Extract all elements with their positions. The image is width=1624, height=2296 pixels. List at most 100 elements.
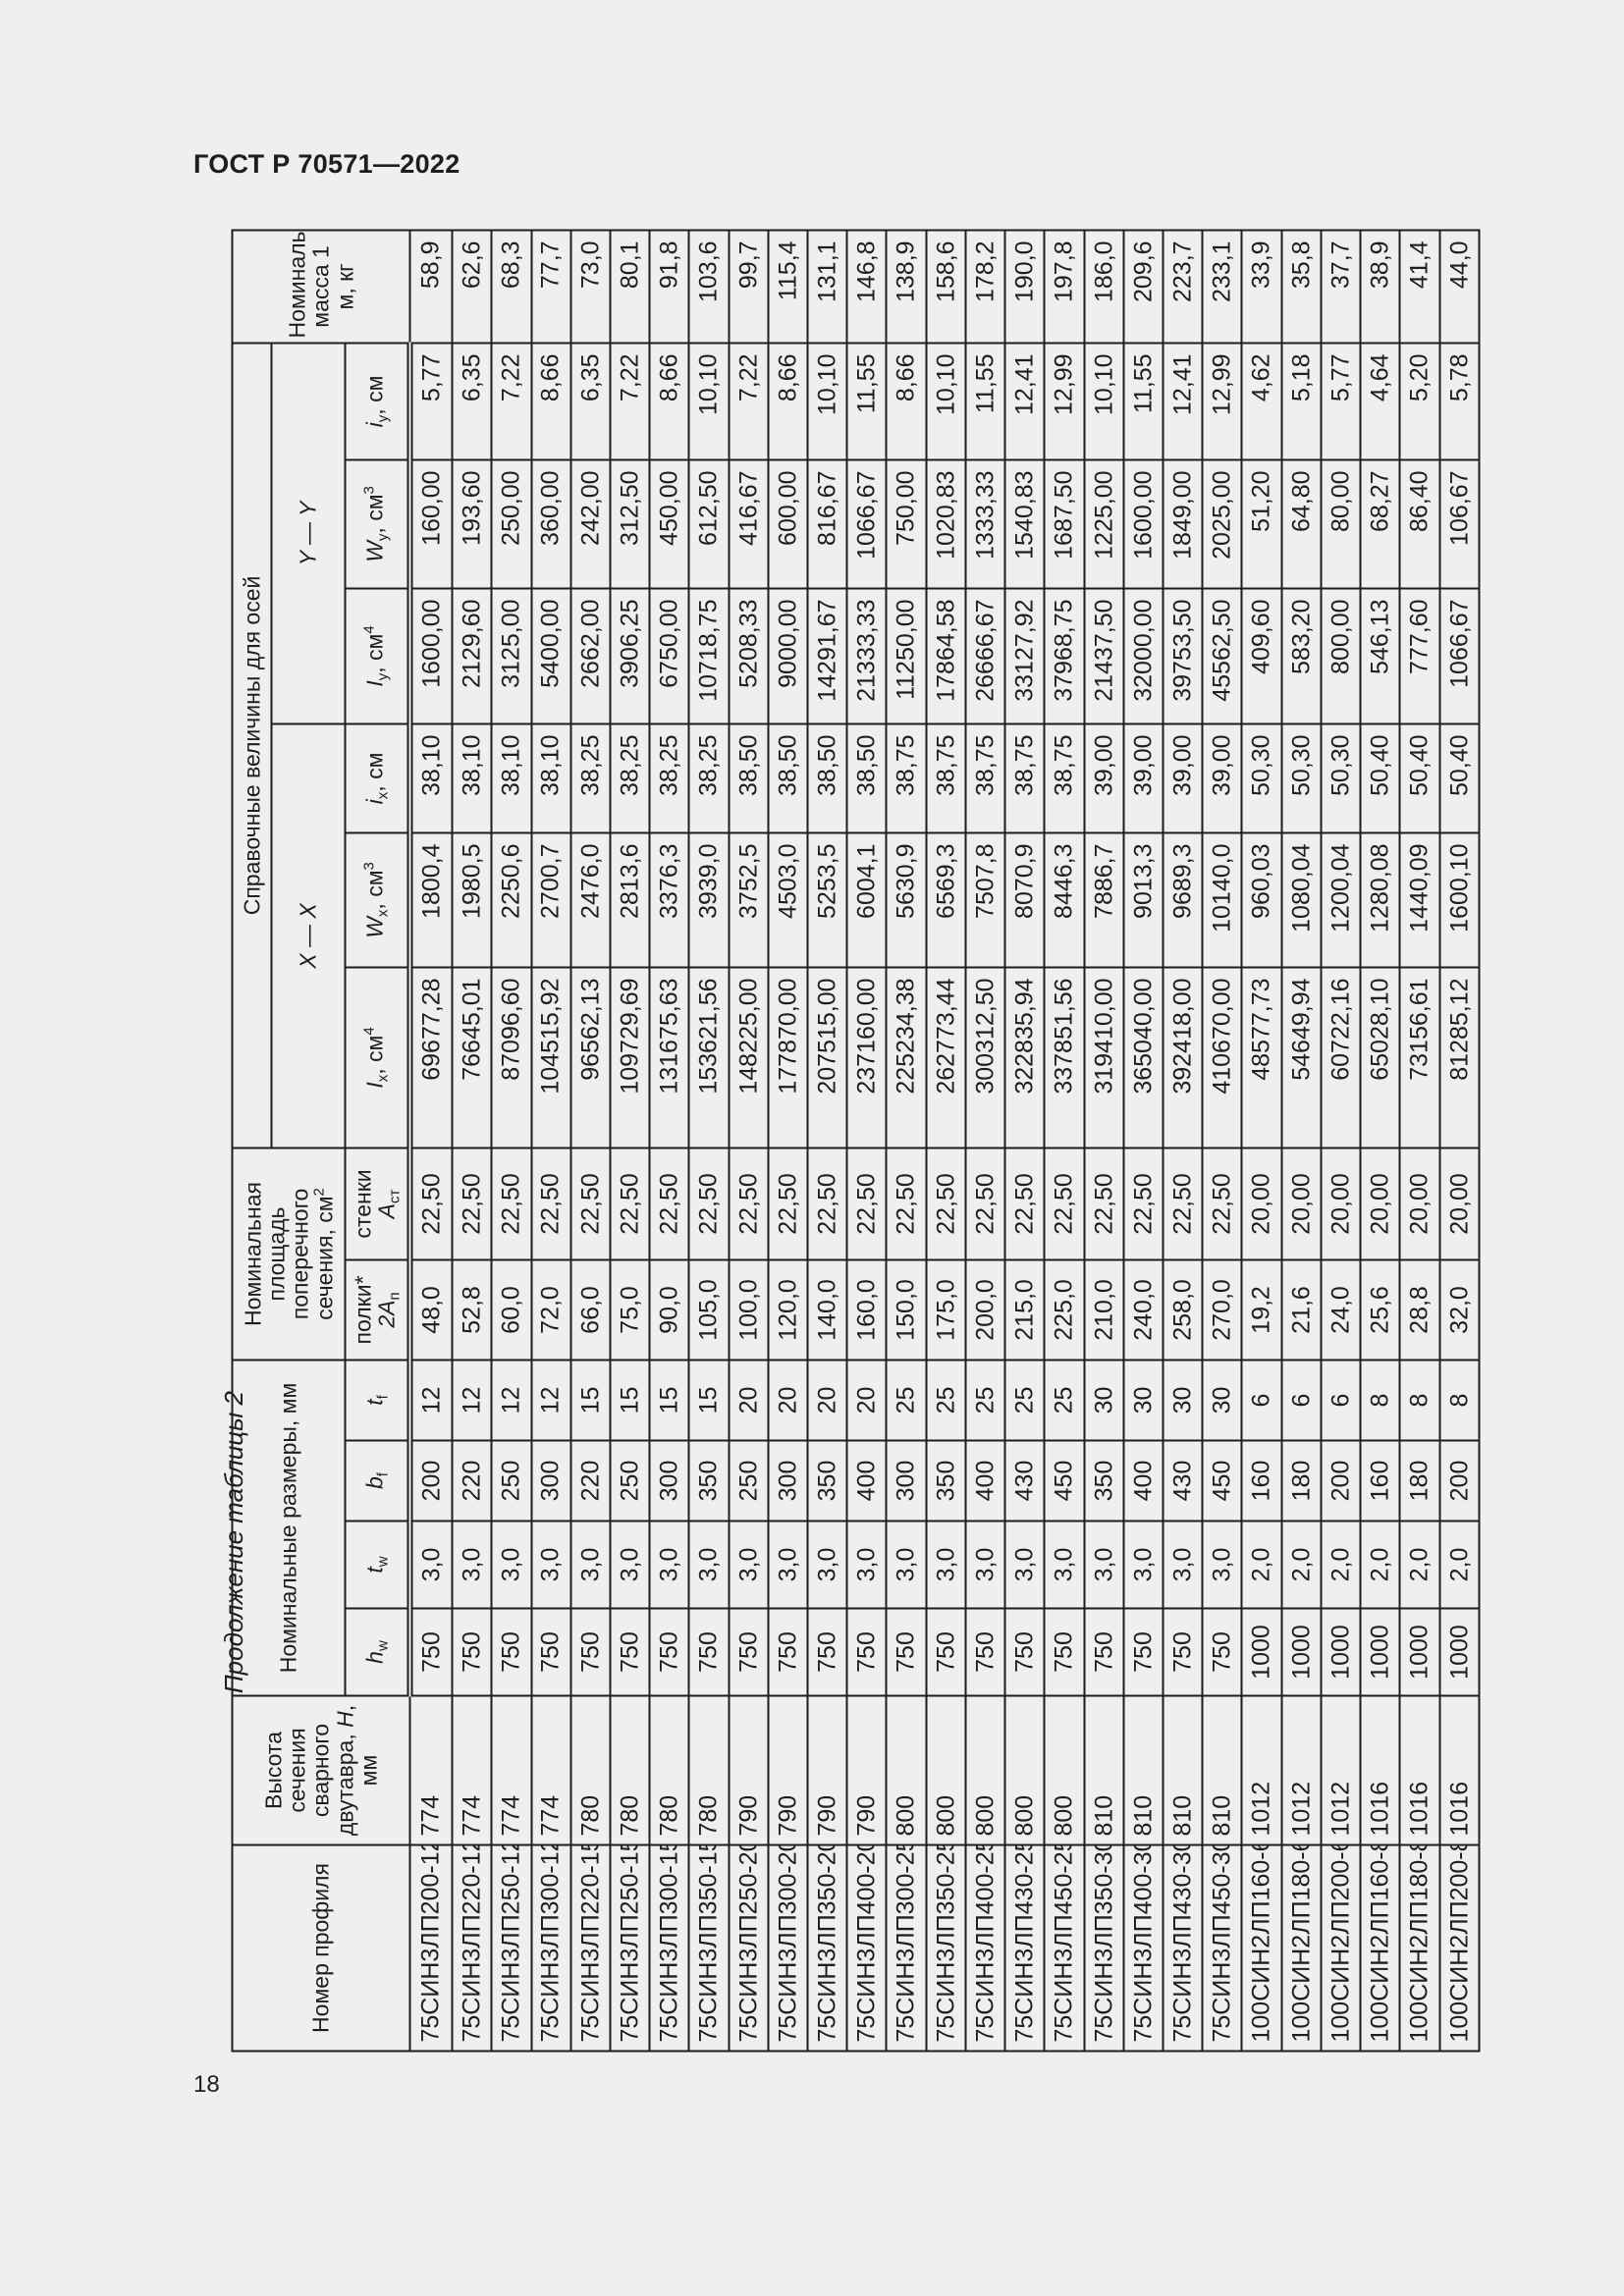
table-cell: 300: [531, 1440, 571, 1522]
table-cell: 38,10: [409, 723, 453, 833]
table-cell: 5208,33: [729, 588, 769, 724]
table-cell: 2476,0: [570, 832, 611, 968]
table-cell: 3,0: [846, 1521, 887, 1609]
table-cell: 350: [1084, 1440, 1124, 1522]
table-cell: 4,62: [1241, 343, 1282, 460]
table-cell: 140,0: [807, 1259, 847, 1361]
table-row: 75СИН3ЛП300-25 800 750 3,0 300 25 150,0 22,50 22…: [886, 230, 927, 2052]
table-cell: 60,0: [491, 1259, 531, 1361]
table-cell: 6750,00: [649, 588, 689, 724]
table-cell: 790: [846, 1695, 887, 1845]
table-row: 75СИН3ЛП430-30 810 750 3,0 430 30 258,0 22,50 39…: [1163, 230, 1203, 2052]
table-cell: 193,60: [452, 459, 492, 589]
header-dimensions: Номинальные размеры, мм: [232, 1360, 346, 1696]
table-cell: 750: [531, 1608, 571, 1696]
table-cell: 2,0: [1241, 1521, 1282, 1609]
table-cell: 5253,5: [807, 832, 847, 968]
table-row: 75СИН3ЛП350-15 780 750 3,0 350 15 105,0 22,50 15…: [688, 230, 730, 2052]
table-cell: 6,35: [570, 343, 611, 460]
table-cell: 8: [1399, 1360, 1440, 1441]
table-cell: 115,4: [768, 230, 808, 344]
table-row: 75СИН3ЛП350-20 790 750 3,0 350 20 140,0 22,50 20…: [807, 230, 847, 2052]
table-cell: 1016: [1360, 1695, 1400, 1845]
table-cell: 300: [886, 1440, 927, 1522]
profile-name-cell: 75СИН3ЛП300-15: [649, 1844, 689, 2052]
table-row: 75СИН3ЛП350-30 810 750 3,0 350 30 210,0 22,50 31…: [1084, 230, 1124, 2052]
table-cell: 800: [886, 1695, 927, 1845]
profile-name-cell: 75СИН3ЛП430-25: [1004, 1844, 1045, 2052]
table-row: 100СИН2ЛП160-6 1012 1000 2,0 160 6 19,2 20,00 48…: [1241, 230, 1282, 2052]
table-cell: 1000: [1321, 1608, 1361, 1696]
table-cell: 5630,9: [886, 832, 927, 968]
subheader-cell: tw: [345, 1521, 410, 1609]
table-cell: 20,00: [1321, 1148, 1361, 1260]
header-axis-y: Y — Y: [271, 343, 346, 724]
table-cell: 12: [452, 1360, 492, 1441]
table-cell: 22,50: [886, 1148, 927, 1260]
table-cell: 258,0: [1163, 1259, 1203, 1361]
table-cell: 20: [807, 1360, 847, 1441]
profile-name-cell: 75СИН3ЛП350-25: [926, 1844, 966, 2052]
table-cell: 300: [649, 1440, 689, 1522]
table-cell: 3939,0: [688, 832, 730, 968]
table-cell: 100,0: [729, 1259, 769, 1361]
table-cell: 6569,3: [926, 832, 966, 968]
table-cell: 81285,12: [1439, 967, 1480, 1148]
table-cell: 22,50: [846, 1148, 887, 1260]
table-cell: 233,1: [1202, 230, 1242, 344]
table-cell: 12: [491, 1360, 531, 1441]
table-cell: 10718,75: [688, 588, 730, 724]
table-cell: 131675,63: [649, 967, 689, 1148]
table-cell: 44,0: [1439, 230, 1480, 344]
table-cell: 20,00: [1399, 1148, 1440, 1260]
table-cell: 11,55: [965, 343, 1005, 460]
table-cell: 22,50: [1044, 1148, 1085, 1260]
table-cell: 146,8: [846, 230, 887, 344]
table-cell: 7507,8: [965, 832, 1005, 968]
table-cell: 583,20: [1281, 588, 1322, 724]
table-cell: 11,55: [1123, 343, 1164, 460]
table-cell: 20: [768, 1360, 808, 1441]
table-row: 100СИН2ЛП160-8 1016 1000 2,0 160 8 25,6 20,00 65…: [1360, 230, 1400, 2052]
table-cell: 322835,94: [1004, 967, 1045, 1148]
table-row: 75СИН3ЛП430-25 800 750 3,0 430 25 215,0 22,50 32…: [1004, 230, 1045, 2052]
table-cell: 8,66: [886, 343, 927, 460]
table-cell: 750: [1123, 1608, 1164, 1696]
table-cell: 106,67: [1439, 459, 1480, 589]
table-cell: 10,10: [688, 343, 730, 460]
table-cell: 1800,4: [409, 832, 453, 968]
table-cell: 38,75: [926, 723, 966, 833]
table-cell: 8,66: [768, 343, 808, 460]
table-cell: 1012: [1321, 1695, 1361, 1845]
table-cell: 15: [649, 1360, 689, 1441]
table-cell: 38,75: [886, 723, 927, 833]
table-cell: 800: [926, 1695, 966, 1845]
table-cell: 20,00: [1241, 1148, 1282, 1260]
subheader-cell: полки* 2Aп: [345, 1259, 410, 1361]
table-cell: 160: [1360, 1440, 1400, 1522]
table-cell: 69677,28: [409, 967, 453, 1148]
table-cell: 337851,56: [1044, 967, 1085, 1148]
profile-name-cell: 75СИН3ЛП450-30: [1202, 1844, 1242, 2052]
table-cell: 750: [768, 1608, 808, 1696]
table-cell: 22,50: [531, 1148, 571, 1260]
table-cell: 5400,00: [531, 588, 571, 724]
table-cell: 200,0: [965, 1259, 1005, 1361]
table-row: 100СИН2ЛП180-6 1012 1000 2,0 180 6 21,6 20,00 54…: [1281, 230, 1322, 2052]
subheader-cell: Iy, см4: [345, 588, 410, 724]
table-cell: 38,10: [531, 723, 571, 833]
table-cell: 450,00: [649, 459, 689, 589]
table-row: 75СИН3ЛП250-20 790 750 3,0 250 20 100,0 22,50 14…: [729, 230, 769, 2052]
table-cell: 6: [1281, 1360, 1322, 1441]
table-cell: 750: [807, 1608, 847, 1696]
table-cell: 220: [452, 1440, 492, 1522]
table-cell: 50,30: [1281, 723, 1322, 833]
table-cell: 3,0: [452, 1521, 492, 1609]
table-cell: 60722,16: [1321, 967, 1361, 1148]
table-cell: 816,67: [807, 459, 847, 589]
table-row: 100СИН2ЛП200-6 1012 1000 2,0 200 6 24,0 20,00 60…: [1321, 230, 1361, 2052]
table-cell: 1016: [1399, 1695, 1440, 1845]
table-row: 75СИН3ЛП400-25 800 750 3,0 400 25 200,0 22,50 30…: [965, 230, 1005, 2052]
table-cell: 87096,60: [491, 967, 531, 1148]
table-row: 100СИН2ЛП200-8 1016 1000 2,0 200 8 32,0 20,00 81…: [1439, 230, 1480, 2052]
